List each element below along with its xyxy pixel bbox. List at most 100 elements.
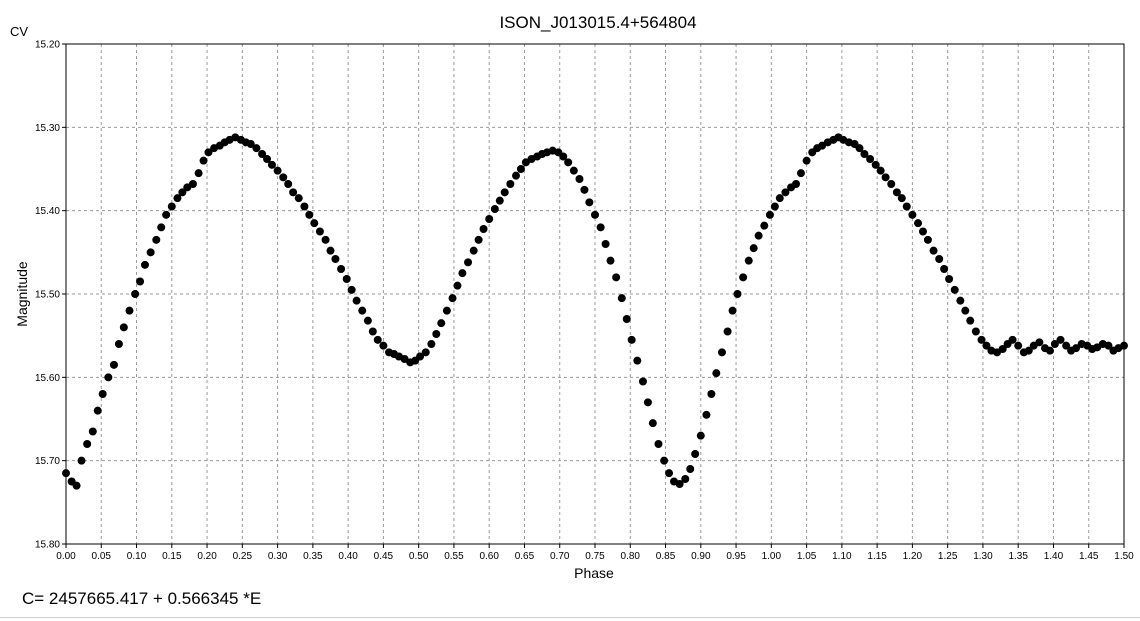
ephemeris-text: C= 2457665.417 + 0.566345 *E [22, 589, 262, 608]
x-tick-label: 1.25 [938, 551, 958, 562]
x-tick-label: 0.20 [197, 551, 217, 562]
x-axis: 0.00 0.05 0.10 0.15 0.20 0.25 0.30 0.35 0.40 0.45… [56, 544, 1134, 562]
data-point [633, 356, 642, 365]
data-point [977, 335, 986, 344]
data-point [739, 273, 748, 282]
data-point [591, 210, 599, 219]
data-point [432, 330, 441, 338]
y-axis: 15.20 15.30 15.40 15.50 15.60 15.70 15.80 [35, 40, 66, 551]
data-point [712, 369, 721, 378]
data-point [601, 240, 610, 248]
data-point [971, 327, 980, 336]
data-point [114, 340, 123, 348]
data-point [162, 210, 171, 219]
x-tick-label: 0.70 [550, 551, 570, 562]
data-point [956, 296, 965, 305]
data-point [744, 256, 753, 265]
data-point [775, 194, 784, 203]
data-point [469, 246, 478, 255]
data-point [908, 210, 917, 219]
x-tick-label: 0.00 [56, 551, 76, 562]
data-point [204, 148, 213, 157]
data-point [453, 281, 462, 290]
data-point [733, 290, 742, 298]
x-tick-label: 0.15 [162, 551, 182, 562]
data-point [337, 265, 346, 273]
data-point [617, 294, 626, 303]
data-point [284, 180, 293, 188]
data-point [728, 306, 737, 315]
y-tick-label: 15.20 [35, 40, 60, 51]
data-point [83, 440, 92, 448]
data-point [707, 390, 716, 398]
data-point [627, 335, 636, 344]
data-point [136, 277, 145, 286]
data-point [495, 196, 504, 205]
data-point [855, 144, 864, 153]
data-point [140, 260, 149, 269]
data-point [347, 285, 356, 294]
data-point [500, 188, 509, 197]
data-point [279, 173, 288, 182]
x-tick-label: 0.60 [479, 551, 499, 562]
data-point [62, 469, 70, 478]
x-tick-label: 1.45 [1079, 551, 1099, 562]
data-point [263, 155, 272, 163]
data-point [379, 341, 388, 350]
data-point [464, 258, 473, 267]
data-point [765, 210, 774, 219]
data-point [950, 285, 959, 294]
x-tick-label: 1.35 [1008, 551, 1028, 562]
data-point [109, 360, 118, 369]
data-point [146, 248, 155, 257]
x-tick-label: 1.20 [903, 551, 923, 562]
data-point [929, 246, 938, 255]
x-tick-label: 0.45 [374, 551, 394, 562]
x-tick-label: 1.15 [867, 551, 887, 562]
data-point [585, 198, 594, 207]
data-point [1062, 341, 1071, 350]
data-point [125, 306, 134, 315]
data-point [167, 202, 176, 211]
data-point [612, 273, 621, 282]
data-point [1045, 346, 1054, 355]
data-point [660, 456, 669, 465]
data-point [998, 345, 1007, 353]
data-point [923, 235, 932, 244]
data-point [315, 227, 324, 236]
data-point [760, 221, 769, 230]
data-point [935, 255, 944, 263]
data-point [792, 180, 801, 188]
x-tick-label: 0.35 [303, 551, 323, 562]
data-point [199, 156, 208, 165]
data-point [331, 255, 340, 263]
data-point [559, 152, 568, 161]
x-tick-label: 0.95 [726, 551, 746, 562]
data-point [512, 171, 521, 180]
data-point [258, 150, 267, 158]
x-tick-label: 0.85 [656, 551, 676, 562]
data-point [723, 327, 732, 336]
y-tick-label: 15.60 [35, 373, 60, 384]
data-point [246, 140, 255, 148]
data-point [691, 450, 700, 458]
data-point [427, 340, 436, 348]
data-point [448, 294, 457, 303]
data-point [564, 158, 573, 167]
x-tick-label: 1.30 [973, 551, 993, 562]
data-point [770, 202, 779, 211]
data-point [897, 194, 906, 203]
data-point [1072, 344, 1081, 353]
y-tick-label: 15.50 [35, 290, 60, 301]
data-point [860, 150, 869, 158]
data-point [575, 175, 584, 183]
data-point [194, 169, 203, 178]
data-point [1056, 335, 1065, 344]
data-point [188, 180, 197, 188]
data-point [77, 456, 86, 465]
grid [66, 44, 1124, 544]
y-axis-label: Magnitude [14, 261, 30, 327]
data-point [945, 275, 954, 283]
data-point [98, 390, 107, 398]
